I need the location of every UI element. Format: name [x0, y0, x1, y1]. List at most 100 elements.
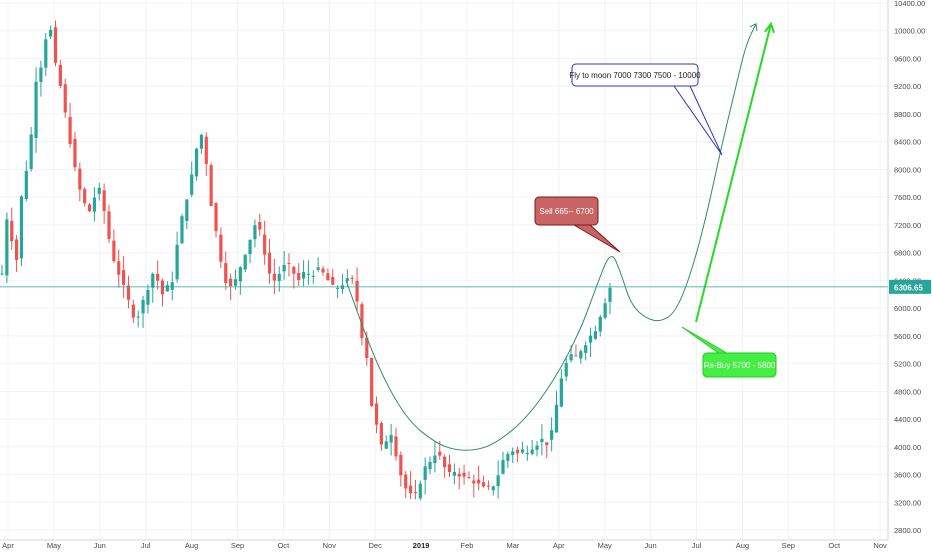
y-axis: 10400.00 10000.00 9600.00 9200.00 8800.00 840…	[887, 0, 925, 540]
candle-body	[24, 170, 28, 200]
x-tick-label: Aug	[185, 541, 198, 550]
candle-body	[438, 451, 442, 456]
candle-body	[389, 434, 393, 443]
candle-body	[340, 285, 345, 290]
candle-body	[10, 220, 14, 242]
y-tick-label: 5200.00	[894, 360, 921, 369]
candle-body	[44, 39, 48, 68]
candle-body	[141, 299, 145, 314]
candle-body	[481, 482, 486, 487]
x-tick-label: Feb	[461, 541, 474, 550]
candle-body	[384, 441, 388, 449]
candle-body	[399, 454, 403, 476]
candle-body	[554, 404, 559, 433]
candle-body	[598, 316, 602, 332]
annotation-fly-to-moon-box	[571, 63, 699, 87]
candle-body	[603, 303, 607, 318]
candle-body	[462, 472, 466, 477]
candle-body	[413, 492, 418, 494]
candle-body	[336, 287, 340, 289]
candle-body	[365, 337, 369, 358]
candle-body	[194, 148, 199, 177]
candle-body	[102, 190, 106, 212]
candle-body	[379, 423, 383, 445]
candle-body	[360, 304, 364, 339]
annotation-fly-to-moon-pointer	[673, 85, 723, 156]
candle-body	[34, 81, 38, 138]
candle-body	[263, 234, 267, 255]
candle-body	[180, 216, 184, 244]
candle-body	[447, 464, 452, 473]
candle-body	[355, 280, 359, 302]
candle-body	[423, 466, 427, 480]
candle-body	[326, 273, 330, 281]
candle-body	[219, 234, 223, 262]
candle-body	[253, 225, 257, 240]
candle-body	[321, 268, 325, 273]
x-tick-label: Aug	[736, 541, 749, 550]
candle-body	[233, 279, 238, 286]
x-tick-label: Oct	[278, 541, 291, 550]
x-tick-label: Nov	[873, 541, 887, 550]
annotation-fly-to-moon-text: Fly to moon 7000 7300 7500 - 10000	[569, 71, 701, 80]
candle-body	[511, 451, 515, 456]
projection-curve	[345, 23, 757, 451]
annotation-rebuy-box	[702, 352, 777, 378]
y-tick-label: 6800.00	[894, 249, 921, 258]
candle-body	[282, 264, 286, 272]
candle-body	[175, 244, 179, 280]
candle-body	[374, 403, 379, 425]
candle-body	[131, 304, 135, 318]
candle-body	[370, 357, 374, 407]
y-tick-label: 6000.00	[894, 304, 921, 313]
annotation-rebuy-text: Re-Buy 5700 - 5800	[704, 361, 776, 370]
y-tick-label: 4000.00	[894, 443, 921, 452]
x-tick-label: May	[598, 541, 612, 550]
candle-body	[19, 196, 24, 259]
candle-body	[579, 351, 583, 359]
candle-body	[569, 354, 573, 361]
candle-body	[477, 479, 481, 484]
bullish-arrow	[695, 23, 772, 323]
candle-body	[117, 261, 121, 275]
candle-body	[87, 204, 92, 212]
candle-body	[78, 168, 82, 190]
candle-body	[170, 282, 174, 290]
candle-body	[350, 277, 354, 279]
x-tick-label: Dec	[369, 541, 383, 550]
candle-body	[224, 263, 228, 284]
candle-body	[63, 84, 67, 113]
candle-body	[29, 134, 33, 169]
annotation-sell-text: Sell 665-- 6700	[539, 207, 594, 216]
candle-body	[433, 455, 437, 464]
candle-body	[5, 219, 9, 276]
y-tick-label: 4800.00	[894, 387, 921, 396]
x-tick-label: Jul	[141, 541, 151, 550]
candle-body	[126, 285, 131, 300]
candle-body	[243, 254, 247, 270]
candle-body	[408, 485, 413, 494]
candle-body	[97, 187, 101, 194]
candle-body	[559, 378, 563, 407]
candle-body	[608, 287, 612, 302]
candle-body	[501, 460, 505, 474]
x-tick-label: Mar	[506, 541, 519, 550]
candle-body	[248, 239, 252, 255]
candle-body	[506, 453, 510, 461]
candle-body	[457, 473, 461, 477]
candle-body	[272, 273, 276, 281]
candle-body	[209, 165, 213, 207]
x-axis: Apr May Jun Jul Aug Sep Oct Nov Dec 2019 Feb Mar Apr…	[0, 539, 888, 550]
candle-body	[443, 456, 447, 468]
x-tick-label: Jul	[692, 541, 702, 550]
y-tick-label: 10400.00	[894, 0, 925, 8]
candle-body	[39, 67, 43, 83]
candle-body	[515, 449, 520, 454]
candle-body	[160, 280, 165, 295]
candle-body	[14, 239, 19, 261]
x-tick-label: Oct	[828, 541, 841, 550]
candle-body	[267, 252, 272, 274]
annotation-sell-box	[534, 196, 599, 226]
